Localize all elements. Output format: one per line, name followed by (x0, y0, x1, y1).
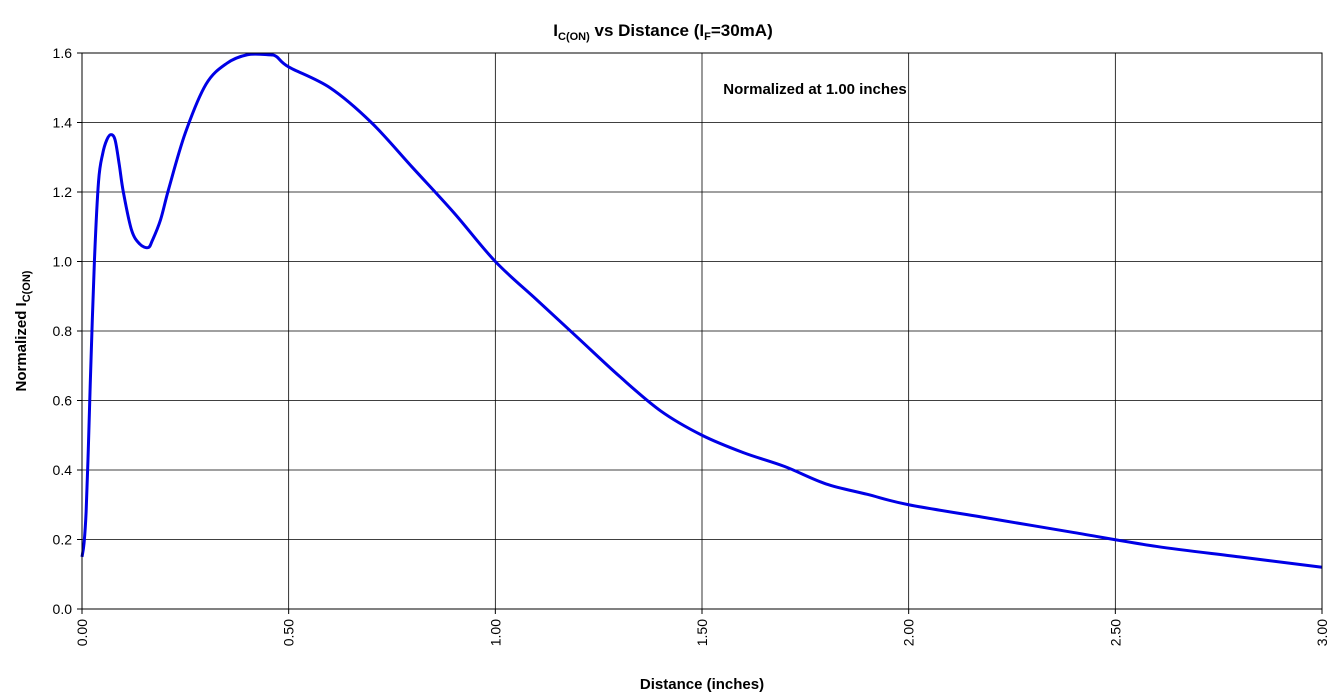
y-tick-label: 0.2 (53, 532, 73, 548)
title-prefix-subscript: C(ON) (558, 31, 590, 43)
y-tick-label: 1.6 (53, 45, 73, 61)
y-tick-label: 1.4 (53, 115, 73, 131)
title-middle-subscript: F (704, 31, 711, 43)
x-axis-label: Distance (inches) (640, 676, 764, 693)
series-group (80, 52, 1323, 569)
x-tick-label: 1.50 (694, 619, 710, 646)
chart-title: IC(ON) vs Distance (IF=30mA) (553, 21, 772, 43)
series-line (80, 52, 1323, 569)
x-tick-label: 1.00 (487, 619, 503, 646)
annotation-normalized: Normalized at 1.00 inches (723, 81, 906, 98)
y-axis-label-main: Normalized I (13, 302, 30, 391)
plot-frame (81, 52, 1323, 610)
x-tick-label: 0.50 (281, 619, 297, 646)
y-axis-label: Normalized IC(ON) (13, 270, 33, 391)
title-middle: vs Distance (I (590, 21, 704, 40)
y-tick-label: 1.0 (53, 254, 73, 270)
x-tick-label: 3.00 (1314, 619, 1327, 646)
y-axis-label-subscript: C(ON) (21, 270, 33, 302)
x-tick-label: 0.00 (74, 619, 90, 646)
y-tick-label: 0.6 (53, 393, 73, 409)
y-tick-label: 0.8 (53, 323, 73, 339)
title-suffix: =30mA) (711, 21, 773, 40)
x-tick-label: 2.50 (1107, 619, 1123, 646)
y-tick-label: 1.2 (53, 184, 73, 200)
x-tick-label: 2.00 (901, 619, 917, 646)
title-prefix: I (553, 21, 558, 40)
y-tick-label: 0.4 (53, 462, 73, 478)
grid (77, 52, 1323, 614)
tick-labels: 0.0 0.2 0.4 0.6 0.8 1.0 1.2 1.4 1.6 0.00 0.50 1.00 1… (53, 45, 1327, 646)
y-tick-label: 0.0 (53, 601, 73, 617)
